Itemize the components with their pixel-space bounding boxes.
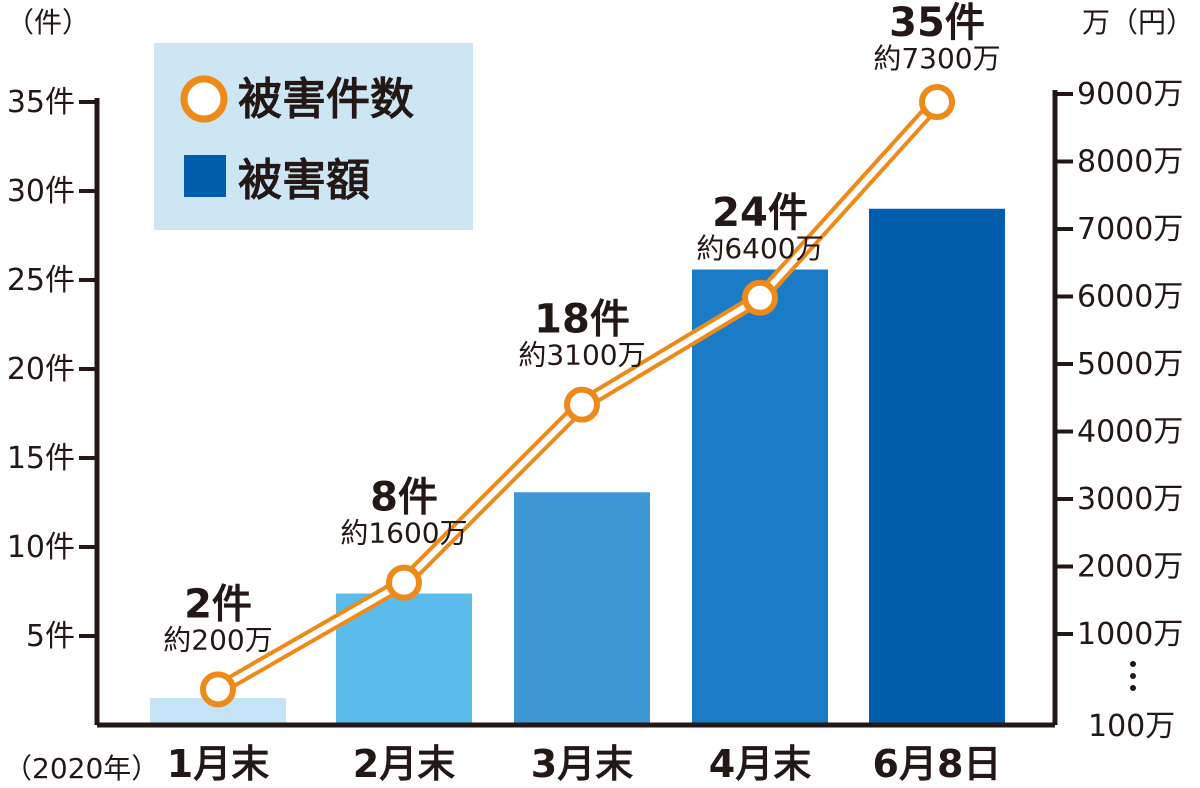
x-category-label-1: 1月末 — [167, 742, 269, 786]
right-tick-label-3: 3000万 — [1077, 482, 1183, 517]
left-tick-label-1: 5件 — [26, 619, 75, 654]
x-category-label-4: 4月末 — [709, 742, 811, 786]
right-tick-label-8: 8000万 — [1077, 145, 1183, 180]
x-axis-year-label: （2020年） — [4, 752, 159, 785]
count-point-1 — [200, 671, 236, 708]
left-tick-label-3: 15件 — [7, 441, 75, 476]
x-category-label-5: 6月8日 — [873, 742, 1002, 786]
x-category-label-2: 2月末 — [353, 742, 455, 786]
count-label-3: 18件 — [534, 297, 630, 343]
amount-label-1: 約200万 — [163, 623, 272, 656]
count-label-1: 2件 — [184, 581, 252, 627]
count-label-4: 24件 — [712, 190, 808, 236]
legend-box — [154, 43, 473, 230]
right-tick-label-6: 6000万 — [1077, 280, 1183, 315]
axis-break-dot-1 — [1130, 661, 1136, 667]
count-label-5: 35件 — [889, 0, 985, 46]
right-tick-label-9: 9000万 — [1077, 77, 1183, 112]
count-point-2 — [386, 564, 422, 601]
count-point-3 — [564, 386, 600, 423]
legend-count-label: 被害件数 — [238, 74, 414, 125]
right-tick-label-4: 4000万 — [1077, 415, 1183, 450]
amount-label-2: 約1600万 — [340, 517, 467, 550]
bar-5 — [869, 208, 1005, 725]
left-tick-label-2: 10件 — [7, 530, 75, 565]
legend-amount-label: 被害額 — [238, 155, 370, 206]
count-point-4 — [742, 279, 778, 316]
left-tick-label-6: 30件 — [7, 174, 75, 209]
amount-label-5: 約7300万 — [873, 42, 1000, 75]
legend-amount-swatch — [184, 155, 226, 197]
right-axis-unit: 万（円） — [1082, 6, 1194, 39]
bar-4 — [692, 269, 828, 725]
axis-break-dot-3 — [1130, 685, 1136, 691]
left-axis-unit: （件） — [6, 6, 90, 39]
left-tick-label-5: 25件 — [7, 263, 75, 298]
right-tick-label-2: 2000万 — [1077, 550, 1183, 585]
axis-break-dot-2 — [1130, 673, 1136, 679]
count-point-5 — [919, 84, 955, 120]
right-tick-label-1: 1000万 — [1077, 617, 1183, 652]
x-category-label-3: 3月末 — [531, 742, 633, 786]
right-axis-base-label: 100万 — [1088, 709, 1175, 744]
right-tick-label-7: 7000万 — [1077, 212, 1183, 247]
left-tick-label-4: 20件 — [7, 352, 75, 387]
bar-3 — [514, 492, 650, 725]
left-tick-label-7: 35件 — [7, 85, 75, 120]
amount-label-4: 約6400万 — [696, 232, 823, 265]
legend-count-marker — [180, 75, 228, 123]
amount-label-3: 約3100万 — [518, 339, 645, 372]
right-tick-label-5: 5000万 — [1077, 347, 1183, 382]
count-label-2: 8件 — [370, 475, 438, 521]
